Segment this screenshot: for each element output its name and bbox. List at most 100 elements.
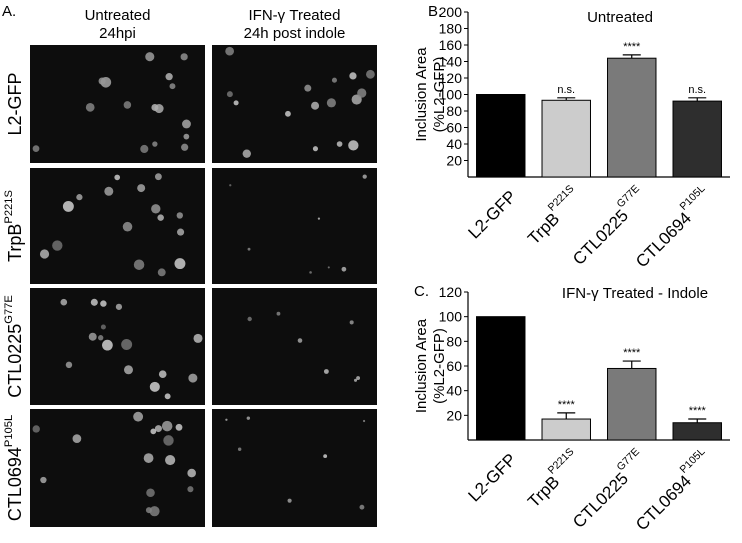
chart-title: IFN-γ Treated - Indole xyxy=(562,285,708,302)
inclusion xyxy=(98,335,104,341)
y-axis-label: Inclusion Area xyxy=(413,47,430,142)
inclusion xyxy=(115,303,123,310)
inclusion xyxy=(177,228,185,236)
bar xyxy=(476,94,526,178)
inclusion xyxy=(165,454,176,466)
inclusion xyxy=(285,110,291,117)
row-label: TrpBP221S xyxy=(3,190,25,262)
inclusion xyxy=(357,88,367,98)
inclusion xyxy=(174,258,186,270)
inclusion xyxy=(104,186,114,196)
inclusion xyxy=(114,174,121,181)
error-bar xyxy=(622,54,641,59)
inclusion xyxy=(163,435,174,446)
inclusion xyxy=(76,194,83,201)
inclusion xyxy=(362,419,366,423)
significance-label: **** xyxy=(689,405,707,417)
y-tick-label: 120 xyxy=(439,70,463,86)
inclusion xyxy=(317,217,321,220)
inclusion xyxy=(349,320,354,325)
inclusion xyxy=(341,266,347,272)
row-label: CTL0694P105L xyxy=(3,415,25,521)
inclusion xyxy=(149,506,160,517)
error-bar xyxy=(557,412,576,420)
inclusion xyxy=(169,83,176,90)
inclusion xyxy=(100,324,106,330)
inclusion xyxy=(225,418,228,421)
inclusion xyxy=(183,133,190,140)
inclusion xyxy=(157,268,166,277)
y-axis-label: (%L2-GFP) xyxy=(431,57,448,133)
inclusion xyxy=(187,468,196,478)
inclusion xyxy=(32,425,40,433)
bar xyxy=(541,99,591,178)
inclusion xyxy=(133,411,144,422)
inclusion xyxy=(165,73,173,81)
micrograph xyxy=(212,409,377,527)
error-bar xyxy=(688,418,707,423)
inclusion xyxy=(237,447,242,451)
inclusion xyxy=(88,332,97,341)
significance-label: **** xyxy=(558,399,576,411)
y-tick-label: 60 xyxy=(446,120,462,136)
error-bar xyxy=(688,97,707,102)
inclusion xyxy=(133,259,145,270)
inclusion xyxy=(247,247,251,251)
y-tick-label: 140 xyxy=(439,54,463,70)
inclusion xyxy=(154,425,162,433)
inclusion xyxy=(354,378,358,382)
column-title: IFN-γ Treated xyxy=(249,7,341,24)
inclusion xyxy=(62,200,74,212)
y-axis-label: (%L2-GFP) xyxy=(431,328,448,404)
inclusion xyxy=(326,98,336,108)
inclusion xyxy=(158,370,167,379)
inclusion xyxy=(188,373,198,383)
inclusion xyxy=(351,94,362,105)
inclusion xyxy=(349,72,357,80)
inclusion xyxy=(122,221,133,232)
row-label-superscript: P221S xyxy=(3,190,15,224)
error-bar xyxy=(622,360,641,369)
y-tick-label: 80 xyxy=(446,103,462,119)
inclusion xyxy=(309,271,312,274)
y-tick-label: 80 xyxy=(446,333,462,349)
inclusion xyxy=(154,173,162,181)
inclusion xyxy=(123,365,133,375)
y-tick-label: 60 xyxy=(446,358,462,374)
inclusion xyxy=(336,141,343,147)
inclusion xyxy=(60,298,68,306)
inclusion xyxy=(102,339,113,351)
inclusion xyxy=(182,119,191,129)
inclusion xyxy=(181,143,189,151)
significance-label: n.s. xyxy=(688,84,706,96)
inclusion xyxy=(32,145,40,152)
bar xyxy=(476,316,526,441)
y-tick-label: 100 xyxy=(439,87,463,103)
chart-title: Untreated xyxy=(587,9,653,26)
inclusion xyxy=(90,298,98,306)
row-label-base: CTL0694 xyxy=(5,447,25,521)
inclusion xyxy=(151,204,161,214)
inclusion xyxy=(348,140,359,151)
inclusion xyxy=(323,369,329,374)
y-tick-label: 40 xyxy=(446,383,462,399)
inclusion xyxy=(150,428,157,435)
micrograph xyxy=(212,168,377,284)
y-tick-label: 20 xyxy=(446,153,462,169)
inclusion xyxy=(304,84,312,92)
micrograph xyxy=(212,288,377,405)
inclusion xyxy=(146,488,155,498)
y-tick-label: 180 xyxy=(439,21,463,37)
inclusion xyxy=(65,361,73,369)
inclusion xyxy=(242,149,251,158)
y-tick-label: 160 xyxy=(439,37,463,53)
row-label-superscript: P105L xyxy=(3,415,15,447)
y-tick-label: 20 xyxy=(446,407,462,423)
inclusion xyxy=(229,184,232,187)
inclusion xyxy=(121,338,133,350)
panel-label: A. xyxy=(2,3,16,20)
row-label-base: L2-GFP xyxy=(5,72,25,135)
panel-label: B. xyxy=(428,3,442,20)
bar xyxy=(607,367,657,441)
